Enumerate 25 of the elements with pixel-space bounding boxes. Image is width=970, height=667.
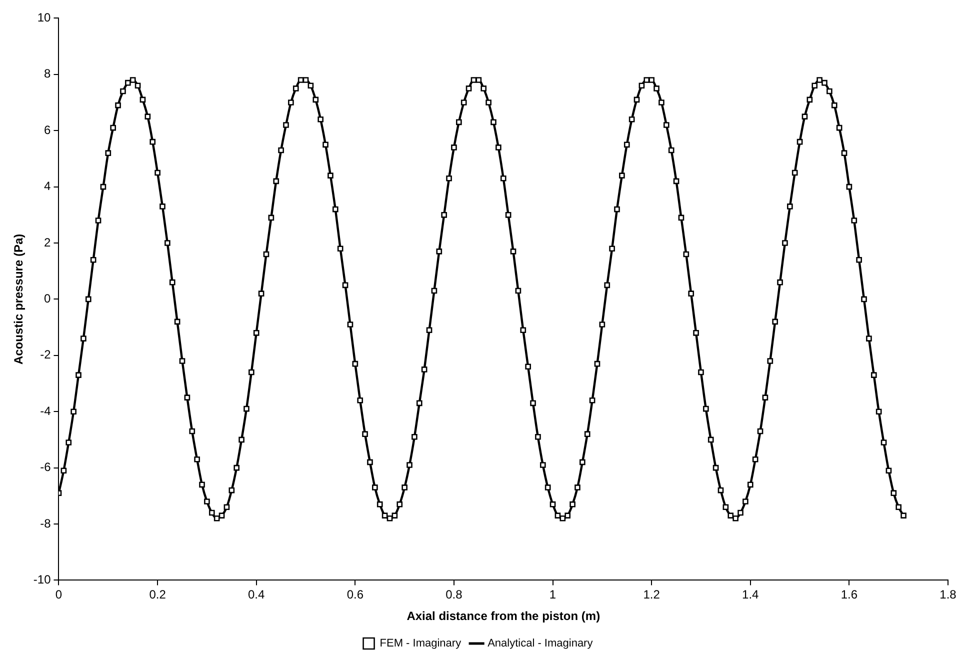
y-tick-label: -2 (40, 348, 52, 362)
x-tick-label: 0 (55, 588, 62, 602)
x-tick-label: 0.2 (149, 588, 166, 602)
x-tick-label: 1.2 (643, 588, 660, 602)
y-tick-label: 2 (44, 235, 52, 250)
x-tick-label: 0.4 (248, 588, 266, 602)
x-tick-label: 0.8 (446, 588, 463, 602)
x-tick-label: 1.4 (742, 588, 760, 602)
y-axis-title: Acoustic pressure (Pa) (12, 234, 26, 365)
y-tick-label: -10 (33, 572, 52, 587)
y-tick-label: 8 (44, 66, 52, 81)
x-tick-label: 1.8 (940, 588, 957, 602)
x-tick-label: 1 (549, 588, 556, 602)
y-tick-label: 4 (44, 179, 52, 194)
x-tick-label: 0.6 (346, 588, 364, 602)
y-tick-label: -8 (40, 516, 52, 530)
y-tick-label: 0 (44, 292, 52, 306)
y-tick-label: 10 (37, 10, 52, 25)
y-tick-label: -4 (40, 404, 52, 418)
x-axis-title: Axial distance from the piston (m) (406, 609, 600, 624)
y-tick-label: 6 (44, 122, 52, 137)
y-tick-label: -6 (40, 460, 52, 474)
x-tick-label: 1.6 (840, 588, 858, 602)
legend-label: Analytical - Imaginary (488, 638, 594, 650)
legend-label: FEM - Imaginary (380, 638, 462, 650)
